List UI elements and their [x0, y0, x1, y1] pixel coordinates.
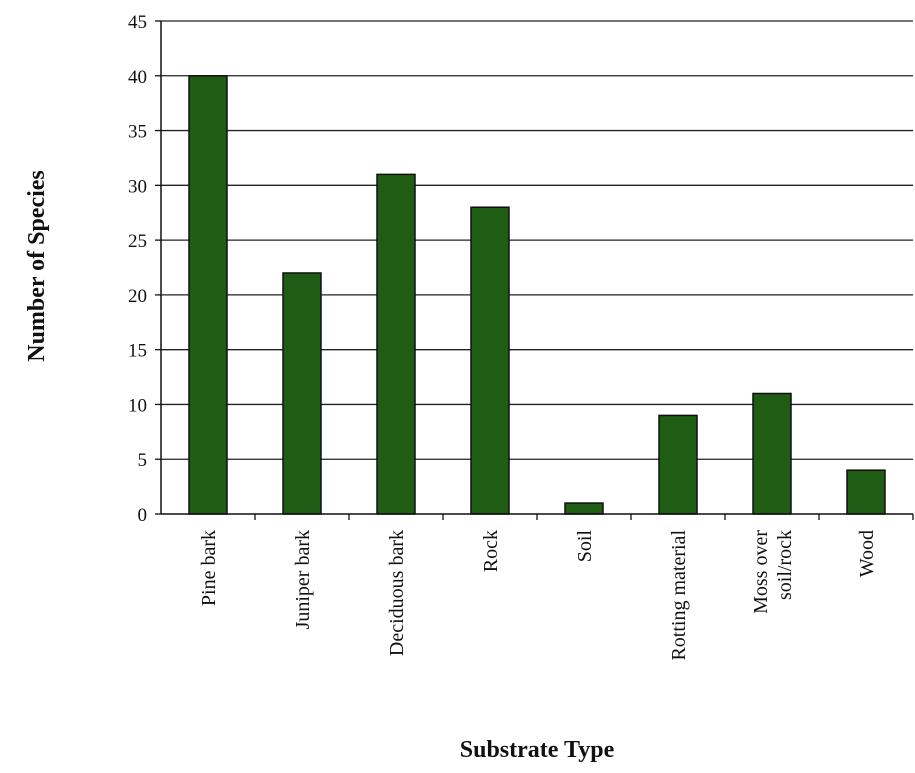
x-tick-label: Juniper bark	[292, 530, 314, 629]
axes	[155, 20, 914, 520]
x-tick-label: Pine bark	[198, 530, 220, 606]
gridlines	[161, 20, 913, 460]
x-tick-label: Wood	[856, 530, 878, 577]
y-tick-label: 30	[128, 176, 147, 197]
bar	[376, 173, 416, 515]
y-tick-label: 10	[128, 395, 147, 416]
y-tick-label: 20	[128, 286, 147, 307]
y-tick-label: 0	[138, 505, 148, 526]
x-tick-label: Rock	[480, 530, 502, 572]
y-tick-label: 40	[128, 67, 147, 88]
bar	[658, 414, 698, 515]
bar	[282, 272, 322, 515]
x-tick-label: Rotting material	[668, 530, 690, 661]
y-tick-label: 35	[128, 122, 147, 143]
y-tick-label: 45	[128, 12, 147, 33]
bar	[188, 75, 228, 515]
bar	[846, 469, 886, 515]
x-tick-label: Deciduous bark	[386, 530, 408, 656]
bar	[752, 392, 792, 515]
y-tick-label: 25	[128, 231, 147, 252]
x-axis-title: Substrate Type	[460, 737, 615, 763]
y-axis-title: Number of Species	[24, 170, 50, 362]
y-tick-label: 15	[128, 341, 147, 362]
x-tick-label: Moss over	[750, 530, 772, 614]
y-tick-label: 5	[138, 450, 148, 471]
bar	[564, 502, 604, 515]
bar	[470, 206, 510, 515]
y-tick-labels: 0 5 10 15 20 25 30 35 40 45	[128, 12, 147, 526]
bars	[188, 75, 886, 515]
x-tick-label: Soil	[574, 530, 596, 563]
x-tick-labels: Pine bark Juniper bark Deciduous bark Rock S…	[198, 530, 878, 661]
x-tick-label: soil/rock	[774, 530, 796, 600]
